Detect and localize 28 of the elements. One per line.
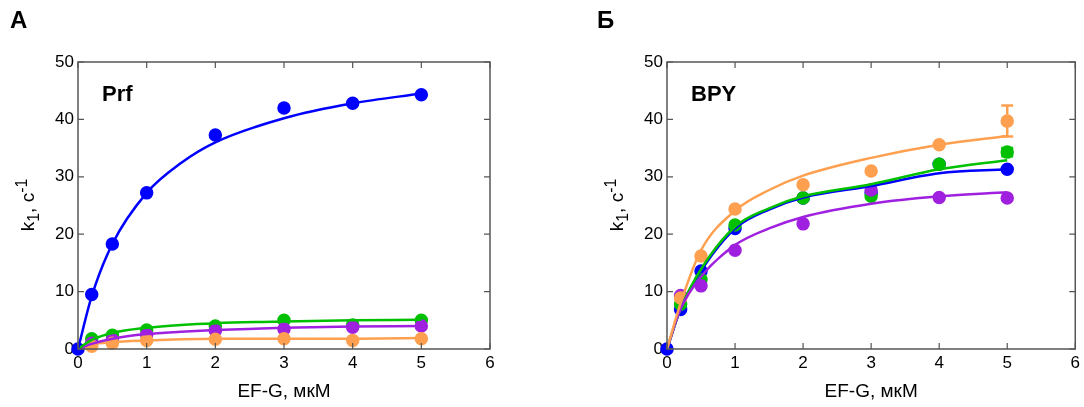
annotation: BPY: [691, 81, 737, 107]
x-tick-label: 6: [485, 352, 495, 372]
x-tick-label: 1: [730, 352, 740, 372]
x-axis-title: EF-G, мкМ: [237, 379, 331, 401]
y-tick-label: 10: [644, 281, 663, 301]
x-tick-label: 3: [279, 352, 289, 372]
x-tick-label: 1: [141, 352, 152, 372]
y-tick-label: 30: [644, 166, 663, 186]
annotation: Prf: [102, 81, 134, 107]
x-tick-label: 4: [934, 352, 944, 372]
x-tick-label: 4: [347, 352, 358, 372]
x-tick-label: 6: [1070, 352, 1081, 372]
x-tick-label: 3: [866, 352, 876, 372]
y-tick-label: 50: [55, 51, 74, 71]
y-tick-label: 30: [55, 166, 74, 186]
y-tick-label: 40: [55, 109, 74, 129]
x-axis-title: EF-G, мкМ: [824, 379, 918, 401]
y-tick-label: 10: [55, 281, 74, 301]
text: Б: [597, 6, 615, 34]
x-tick-label: 5: [1002, 352, 1012, 372]
y-tick-label: 20: [55, 223, 74, 243]
y-tick-label: 40: [644, 109, 663, 129]
text: А: [10, 6, 28, 34]
x-tick-label: 5: [416, 352, 427, 372]
x-tick-label: 2: [798, 352, 808, 372]
y-tick-label: 20: [644, 223, 663, 243]
x-tick-label: 2: [210, 352, 221, 372]
y-tick-label: 50: [644, 51, 663, 71]
